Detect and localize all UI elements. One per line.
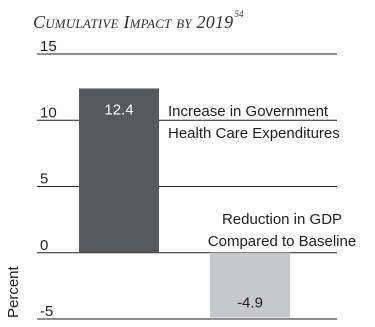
annotation-gdp: Reduction in GDP: [222, 211, 342, 228]
value-label: 12.4: [104, 101, 133, 118]
y-tick-label: 0: [40, 237, 48, 254]
annotation-gdp: Compared to Baseline: [208, 233, 356, 250]
chart-title-text: Cumulative Impact by 2019: [33, 12, 234, 32]
bar-1: [79, 88, 159, 253]
y-tick-label: 5: [40, 171, 48, 188]
y-tick-label: 15: [40, 38, 57, 55]
chart-title: Cumulative Impact by 201954: [33, 9, 244, 33]
footnote-marker: 54: [234, 9, 244, 19]
y-axis-label: Percent: [5, 265, 22, 318]
value-label: -4.9: [237, 295, 263, 312]
annotation-expenditures: Increase in Government: [168, 103, 329, 120]
y-tick-label: -5: [40, 303, 53, 320]
annotation-expenditures: Health Care Expenditures: [168, 125, 340, 142]
y-tick-label: 10: [40, 104, 57, 121]
bar-2: [210, 252, 290, 318]
